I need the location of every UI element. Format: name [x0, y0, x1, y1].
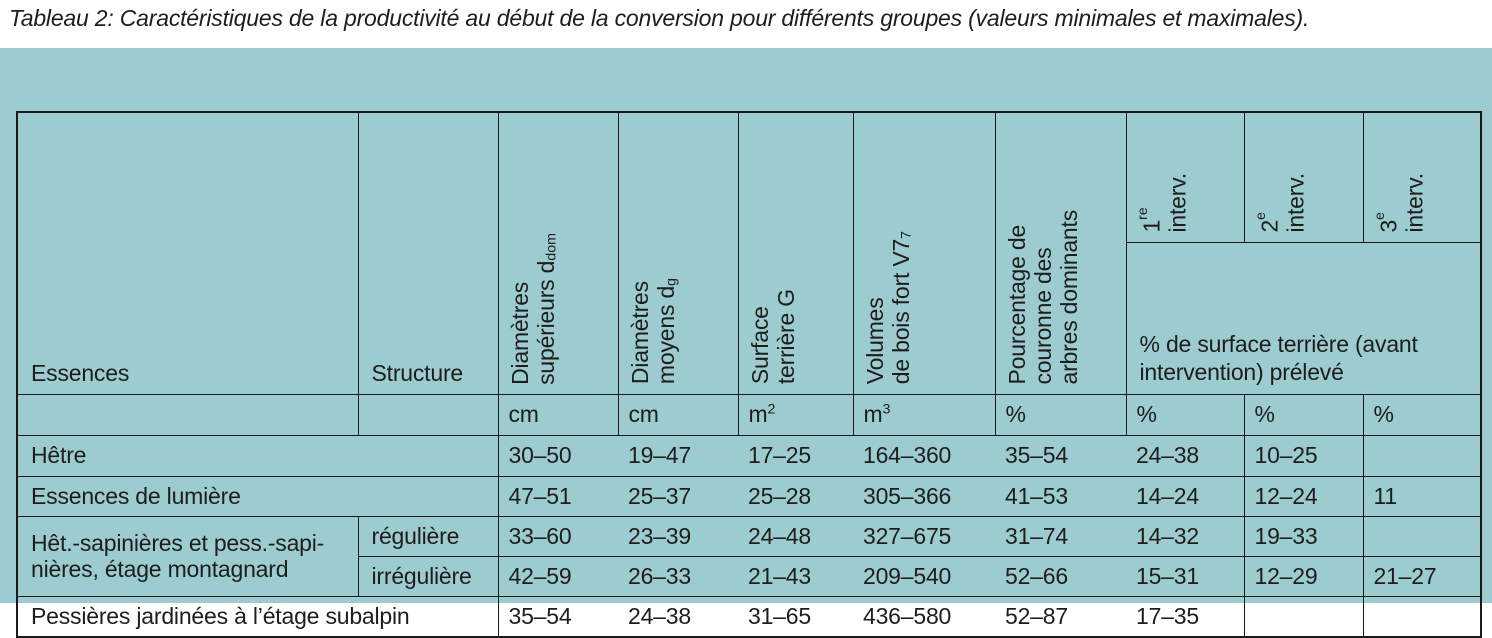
col-header-pourcentage-couronne: Pourcentage de couronne des arbres domin…	[994, 111, 1127, 395]
col-header-surface: Surface terrière G	[737, 111, 854, 395]
cell-value: 24–48	[738, 515, 853, 557]
cell-value: 436–580	[853, 595, 995, 638]
cell-value: 305–366	[853, 475, 995, 517]
col-header-surface-rotated-label: Surface terrière G	[746, 289, 799, 385]
cell-value: 19–33	[1243, 515, 1364, 557]
cell-value: 11	[1362, 475, 1482, 517]
col-header-volumes: Volumes de bois fort V77	[852, 111, 996, 395]
table-caption: Tableau 2: Caractéristiques de la produc…	[9, 5, 1310, 31]
cell-structure-reguliere: régulière	[357, 515, 499, 557]
table-row: Hêtre 30–50 19–47 17–25 164–360 35–54 24…	[16, 434, 1482, 477]
unit-interv-3: %	[1362, 393, 1482, 436]
table-row: Essences de lumière 47–51 25–37 25–28 30…	[16, 475, 1482, 517]
col-header-diam-sup-rotated-label: Diamètres supérieurs ddom	[506, 232, 560, 385]
cell-value: 21–27	[1362, 555, 1482, 597]
col-header-pourcentage-rotated-label: Pourcentage de couronne des arbres domin…	[1003, 210, 1082, 385]
col-header-interv-3: 3e interv.	[1362, 111, 1482, 243]
cell-value: 35–54	[995, 434, 1126, 477]
unit-interv-1: %	[1125, 393, 1245, 436]
cell-value: 31–65	[738, 595, 853, 638]
merged-note-line2: intervention) prélevé	[1139, 359, 1344, 386]
table-background-panel: Essences Structure Diamètres supérieurs …	[0, 48, 1492, 638]
col-header-interv-2: 2e interv.	[1243, 111, 1364, 243]
cell-value: 41–53	[995, 475, 1126, 517]
cell-value: 31–74	[995, 515, 1126, 557]
cell-value: 327–675	[853, 515, 995, 557]
col-header-volumes-rotated-label: Volumes de bois fort V77	[861, 231, 915, 385]
cell-value: 24–38	[618, 595, 738, 638]
unit-volumes: m3	[852, 393, 996, 436]
unit-diam-moy: cm	[617, 393, 739, 436]
cell-value: 10–25	[1243, 434, 1364, 477]
col-header-diam-sup: Diamètres supérieurs ddom	[497, 111, 619, 395]
header-row-top: Essences Structure Diamètres supérieurs …	[16, 111, 1482, 395]
col-header-diam-moy: Diamètres moyens dg	[617, 111, 739, 395]
col-header-structure-label: Structure	[371, 359, 464, 386]
cell-value: 42–59	[497, 555, 618, 597]
col-header-interv-3-rotated-label: 3e interv.	[1371, 172, 1428, 233]
col-header-essences: Essences	[16, 111, 359, 395]
table-row: irrégulière 42–59 26–33 21–43 209–540 52…	[17, 555, 1482, 597]
merged-note-line1: % de surface terrière (avant	[1139, 331, 1418, 358]
cell-structure-irreguliere: irrégulière	[357, 555, 499, 597]
col-header-structure: Structure	[357, 111, 499, 395]
row-label-pessieres: Pessières jardinées à l’étage subalpin	[16, 595, 499, 638]
cell-value	[1362, 434, 1482, 477]
unit-structure	[357, 393, 499, 436]
cell-value: 209–540	[853, 555, 995, 597]
header-row-merged-note: % de surface terrière (avant interventio…	[17, 241, 1482, 395]
row-label-hetre: Hêtre	[16, 434, 499, 477]
cell-value: 33–60	[497, 515, 618, 557]
unit-essences	[16, 393, 359, 436]
cell-value	[1362, 595, 1482, 638]
cell-value	[1362, 515, 1482, 557]
cell-value: 26–33	[618, 555, 738, 597]
cell-value: 17–25	[738, 434, 853, 477]
row-label-essences-lumiere: Essences de lumière	[16, 475, 499, 517]
productivity-table: Essences Structure Diamètres supérieurs …	[16, 111, 1482, 638]
unit-pourcentage: %	[994, 393, 1127, 436]
row-label-het-sapinieres: Hêt.-sapinières et pess.-sapi- nières, é…	[16, 515, 359, 597]
merged-note-cell: % de surface terrière (avant interventio…	[1125, 241, 1482, 395]
col-header-diam-moy-rotated-label: Diamètres moyens dg	[626, 278, 680, 385]
cell-value: 12–24	[1243, 475, 1364, 517]
cell-value: 12–29	[1243, 555, 1364, 597]
col-header-interv-2-rotated-label: 2e interv.	[1252, 172, 1309, 233]
table-row: Hêt.-sapinières et pess.-sapi- nières, é…	[16, 515, 1482, 597]
cell-value	[1243, 595, 1364, 638]
col-header-interv-1: 1re interv.	[1125, 111, 1245, 243]
cell-value: 30–50	[497, 434, 618, 477]
unit-diam-sup: cm	[497, 393, 619, 436]
cell-value: 19–47	[618, 434, 738, 477]
units-row: cm cm m2 m3 % % % %	[16, 393, 1482, 436]
cell-value: 164–360	[853, 434, 995, 477]
col-header-essences-label: Essences	[31, 359, 130, 386]
cell-value: 25–37	[618, 475, 738, 517]
unit-surface: m2	[737, 393, 854, 436]
cell-value: 25–28	[738, 475, 853, 517]
cell-value: 14–32	[1126, 515, 1245, 557]
unit-interv-2: %	[1243, 393, 1364, 436]
cell-value: 52–87	[995, 595, 1126, 638]
cell-value: 17–35	[1126, 595, 1245, 638]
cell-value: 35–54	[497, 595, 618, 638]
col-header-interv-1-rotated-label: 1re interv.	[1134, 172, 1191, 233]
table-row: Pessières jardinées à l’étage subalpin 3…	[16, 595, 1482, 638]
cell-value: 15–31	[1126, 555, 1245, 597]
cell-value: 14–24	[1126, 475, 1245, 517]
cell-value: 47–51	[497, 475, 618, 517]
cell-value: 23–39	[618, 515, 738, 557]
cell-value: 21–43	[738, 555, 853, 597]
cell-value: 24–38	[1126, 434, 1245, 477]
cell-value: 52–66	[995, 555, 1126, 597]
